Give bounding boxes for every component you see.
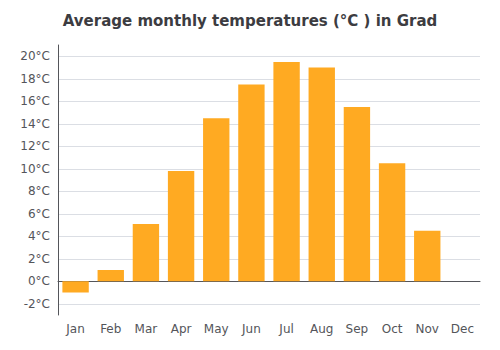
svg-text:Oct: Oct xyxy=(382,322,403,336)
svg-text:20°C: 20°C xyxy=(20,49,50,63)
svg-text:8°C: 8°C xyxy=(28,184,50,198)
svg-text:Aug: Aug xyxy=(310,322,333,336)
svg-text:12°C: 12°C xyxy=(20,139,50,153)
svg-text:May: May xyxy=(204,322,229,336)
svg-text:Jan: Jan xyxy=(65,322,85,336)
svg-text:Dec: Dec xyxy=(451,322,474,336)
svg-text:Nov: Nov xyxy=(416,322,439,336)
svg-text:0°C: 0°C xyxy=(28,274,50,288)
svg-text:2°C: 2°C xyxy=(28,252,50,266)
svg-text:18°C: 18°C xyxy=(20,72,50,86)
svg-text:4°C: 4°C xyxy=(28,229,50,243)
svg-text:Jul: Jul xyxy=(278,322,293,336)
svg-text:-2°C: -2°C xyxy=(24,297,50,311)
svg-text:10°C: 10°C xyxy=(20,162,50,176)
svg-text:Average monthly temperatures (: Average monthly temperatures (°C ) in Gr… xyxy=(63,12,438,30)
svg-text:Jun: Jun xyxy=(241,322,261,336)
svg-text:14°C: 14°C xyxy=(20,117,50,131)
svg-text:6°C: 6°C xyxy=(28,207,50,221)
svg-text:Feb: Feb xyxy=(100,322,121,336)
svg-text:Apr: Apr xyxy=(171,322,192,336)
svg-text:16°C: 16°C xyxy=(20,94,50,108)
svg-text:Mar: Mar xyxy=(135,322,158,336)
svg-text:Sep: Sep xyxy=(346,322,369,336)
